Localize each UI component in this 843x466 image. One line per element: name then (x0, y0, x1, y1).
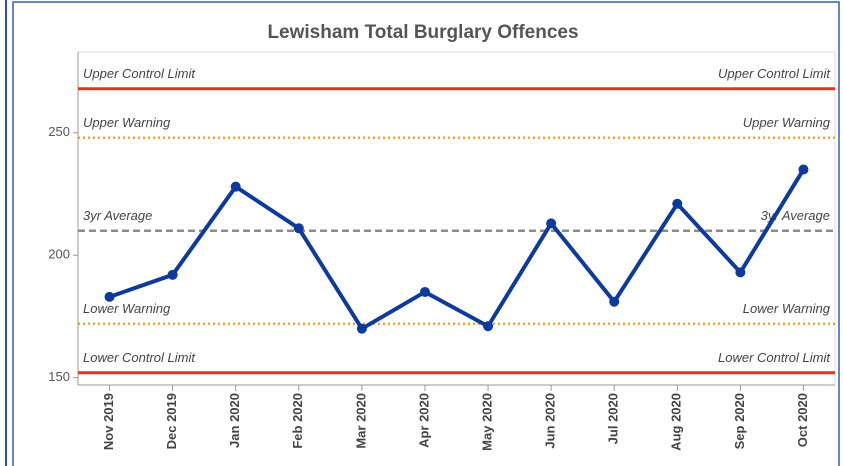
x-tick-label: Nov 2019 (101, 393, 116, 450)
reference-label: Lower Warning (743, 301, 831, 316)
reference-label: Upper Control Limit (83, 66, 196, 81)
data-point (230, 181, 241, 192)
reference-label: Lower Control Limit (83, 350, 196, 365)
data-line (108, 168, 806, 331)
data-point (798, 164, 809, 175)
data-point (609, 296, 620, 307)
x-tick-label: Aug 2020 (669, 393, 684, 451)
reference-label: Lower Control Limit (718, 350, 831, 365)
x-tick-label: May 2020 (479, 393, 494, 451)
reference-label: 3yr Average (83, 208, 152, 223)
data-point (546, 218, 557, 229)
y-tick-label: 250 (48, 124, 70, 139)
chart-title: Lewisham Total Burglary Offences (267, 22, 578, 43)
data-point (735, 267, 746, 278)
x-tick-label: Feb 2020 (290, 393, 305, 449)
data-point (483, 321, 494, 332)
x-tick-label: Mar 2020 (353, 393, 368, 449)
reference-label: Upper Warning (83, 115, 171, 130)
x-tick-label: Oct 2020 (795, 393, 810, 447)
x-tick-label: Apr 2020 (416, 393, 431, 448)
reference-label: Upper Warning (743, 115, 831, 130)
y-tick-label: 200 (48, 247, 70, 262)
data-point (293, 223, 304, 234)
x-tick-label: Jan 2020 (227, 393, 242, 448)
frame (12, 1, 840, 466)
x-tick-label: Jul 2020 (606, 393, 621, 444)
data-point (104, 291, 115, 302)
x-tick-label: Jun 2020 (543, 393, 558, 449)
reference-label: Upper Control Limit (718, 66, 831, 81)
x-tick-label: Sep 2020 (732, 393, 747, 449)
data-point (167, 269, 178, 280)
x-tick-label: Dec 2019 (164, 393, 179, 449)
data-point (672, 198, 683, 209)
data-point (356, 323, 367, 334)
y-tick-label: 150 (48, 369, 70, 384)
reference-label: Lower Warning (83, 301, 171, 316)
data-point (419, 286, 430, 297)
